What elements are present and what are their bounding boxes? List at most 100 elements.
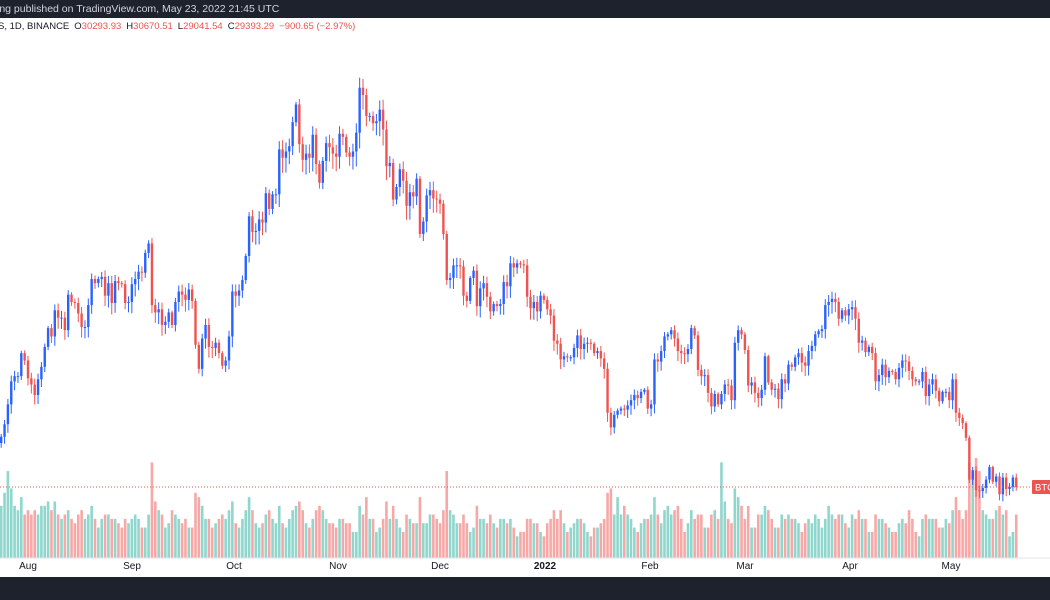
volume-bar <box>36 514 40 558</box>
candle-body <box>693 328 696 336</box>
candle-body <box>592 343 596 354</box>
candle <box>211 340 214 359</box>
candle <box>867 344 871 356</box>
candle <box>968 435 971 484</box>
candle <box>70 292 73 306</box>
candle <box>844 306 847 322</box>
candle-body <box>365 95 368 116</box>
candle-body <box>335 153 338 157</box>
volume-bar <box>700 514 703 558</box>
volume-bar <box>324 518 328 558</box>
candle <box>603 352 606 379</box>
candle <box>887 367 891 384</box>
candle-body <box>837 301 840 319</box>
volume-bar <box>592 527 596 558</box>
candle <box>391 158 395 207</box>
candle <box>964 421 968 441</box>
candle-body <box>814 334 817 346</box>
candle <box>897 362 901 388</box>
volume-bar <box>505 523 509 558</box>
volume-bar <box>877 518 881 558</box>
candle <box>726 378 730 395</box>
candle-body <box>485 283 489 297</box>
candle-body <box>294 104 298 123</box>
volume-bar <box>686 523 690 558</box>
candle-body <box>1015 477 1018 487</box>
volume-bar <box>304 523 308 558</box>
candle <box>552 309 556 351</box>
candle <box>107 275 110 308</box>
volume-bar <box>723 501 727 558</box>
volume-bar <box>827 505 830 558</box>
candle-body <box>194 300 197 345</box>
candle-body <box>227 336 231 361</box>
volume-bar <box>844 523 847 558</box>
volume-bar <box>659 523 663 558</box>
candle <box>683 347 686 365</box>
candle <box>807 345 810 376</box>
candle <box>190 284 194 309</box>
candle <box>690 324 693 355</box>
candle-body <box>117 281 120 284</box>
volume-bar <box>763 505 767 558</box>
candle <box>998 472 1001 501</box>
candle-body <box>941 391 944 402</box>
candle <box>921 367 924 389</box>
volume-bar <box>787 514 790 558</box>
candle-body <box>636 394 639 399</box>
candle-body <box>385 129 388 167</box>
candle <box>475 264 479 316</box>
price-chart[interactable]: BTC Aug Sep Oct Nov Dec 2022 Feb Mar Apr May <box>0 18 1050 577</box>
candle <box>770 379 773 396</box>
candle <box>458 258 462 279</box>
candle <box>623 404 626 417</box>
candle-body <box>780 379 783 400</box>
volume-bar <box>274 523 278 558</box>
candle <box>750 377 753 395</box>
candle-body <box>948 391 951 401</box>
volume-bar <box>840 514 844 558</box>
volume-bar <box>616 497 619 558</box>
candle-body <box>402 169 405 181</box>
candle-body <box>971 470 974 480</box>
candle <box>653 353 656 414</box>
volume-bar <box>462 514 465 558</box>
candle <box>700 364 703 385</box>
volume-bar <box>777 527 780 558</box>
candle-body <box>522 264 525 266</box>
candle-body <box>673 330 676 339</box>
candle <box>63 311 67 340</box>
volume-bar <box>284 527 288 558</box>
candle-body <box>127 301 130 304</box>
candle-body <box>221 353 224 366</box>
volume-bar <box>626 514 629 558</box>
candle-body <box>606 368 609 413</box>
candle <box>77 297 80 323</box>
candle <box>261 211 264 236</box>
candle-body <box>355 132 358 152</box>
candle-body <box>278 149 281 195</box>
candle-body <box>552 315 556 341</box>
volume-bar <box>673 510 676 558</box>
candle <box>931 373 934 394</box>
candle-body <box>378 109 381 122</box>
x-tick-label: Mar <box>736 561 754 572</box>
candle-body <box>904 360 907 362</box>
candle <box>606 362 609 422</box>
volume-bar <box>901 518 904 558</box>
candle <box>576 329 579 358</box>
volume-bar <box>194 492 197 558</box>
candle <box>626 400 629 418</box>
volume-bar <box>726 518 730 558</box>
volume-bar <box>954 497 958 558</box>
candle <box>907 355 911 381</box>
candle-body <box>931 379 934 385</box>
candle-body <box>120 283 123 285</box>
volume-bar <box>619 514 623 558</box>
candle <box>465 291 469 308</box>
volume-bar <box>43 505 47 558</box>
candle <box>485 276 489 308</box>
candle <box>274 188 278 204</box>
candle-body <box>559 343 562 360</box>
candle-body <box>438 199 442 204</box>
